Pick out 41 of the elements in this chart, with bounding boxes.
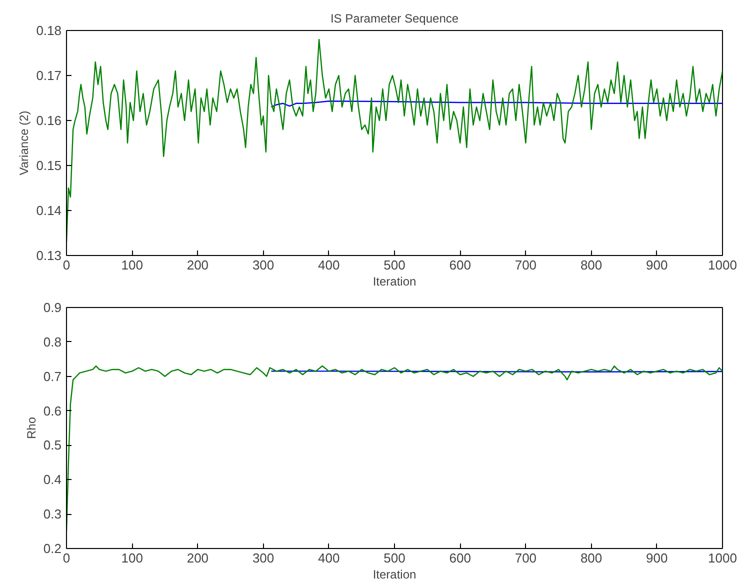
x-tick-label: 400 [318, 258, 340, 272]
x-axis-title: Iteration [372, 568, 416, 582]
x-tick-label: 600 [449, 550, 471, 566]
y-tick-label: 0.8 [43, 334, 62, 350]
chart-title: IS Parameter Sequence [330, 12, 459, 26]
x-tick-label: 0 [62, 258, 70, 272]
y-tick-label: 0.14 [36, 203, 62, 218]
y-axis-title: Variance (2) [17, 110, 32, 176]
x-tick-label: 900 [646, 550, 668, 566]
y-tick-label: 0.5 [43, 438, 62, 453]
y-tick-label: 0.6 [43, 403, 62, 418]
y-tick-label: 0.16 [36, 113, 62, 128]
x-tick-label: 700 [514, 258, 537, 272]
x-tick-label: 100 [121, 258, 143, 272]
y-tick-label: 0.3 [43, 506, 62, 522]
x-tick-label: 800 [580, 550, 602, 566]
y-axis-title: Rho [24, 416, 38, 440]
x-tick-label: 1000 [708, 550, 737, 566]
x-tick-label: 200 [186, 550, 209, 566]
x-tick-label: 500 [384, 258, 406, 272]
x-tick-label: 1000 [708, 258, 737, 272]
x-tick-label: 900 [646, 258, 668, 272]
x-tick-label: 200 [186, 258, 209, 272]
y-tick-label: 0.17 [36, 68, 62, 83]
x-tick-label: 400 [318, 550, 340, 566]
y-tick-label: 0.9 [43, 300, 62, 315]
x-tick-label: 300 [252, 550, 274, 566]
x-tick-label: 500 [384, 550, 406, 566]
x-tick-label: 0 [62, 550, 70, 566]
y-tick-label: 0.18 [36, 23, 62, 38]
y-tick-label: 0.7 [43, 368, 62, 384]
x-tick-label: 800 [580, 258, 602, 272]
x-tick-label: 600 [449, 258, 471, 272]
y-tick-label: 0.15 [36, 158, 62, 173]
x-tick-label: 100 [121, 550, 143, 566]
x-tick-label: 300 [252, 258, 274, 272]
y-tick-label: 0.13 [36, 248, 62, 263]
y-tick-label: 0.4 [43, 472, 62, 488]
x-tick-label: 700 [514, 550, 537, 566]
y-tick-label: 0.2 [43, 541, 62, 556]
x-axis-title: Iteration [372, 274, 416, 288]
